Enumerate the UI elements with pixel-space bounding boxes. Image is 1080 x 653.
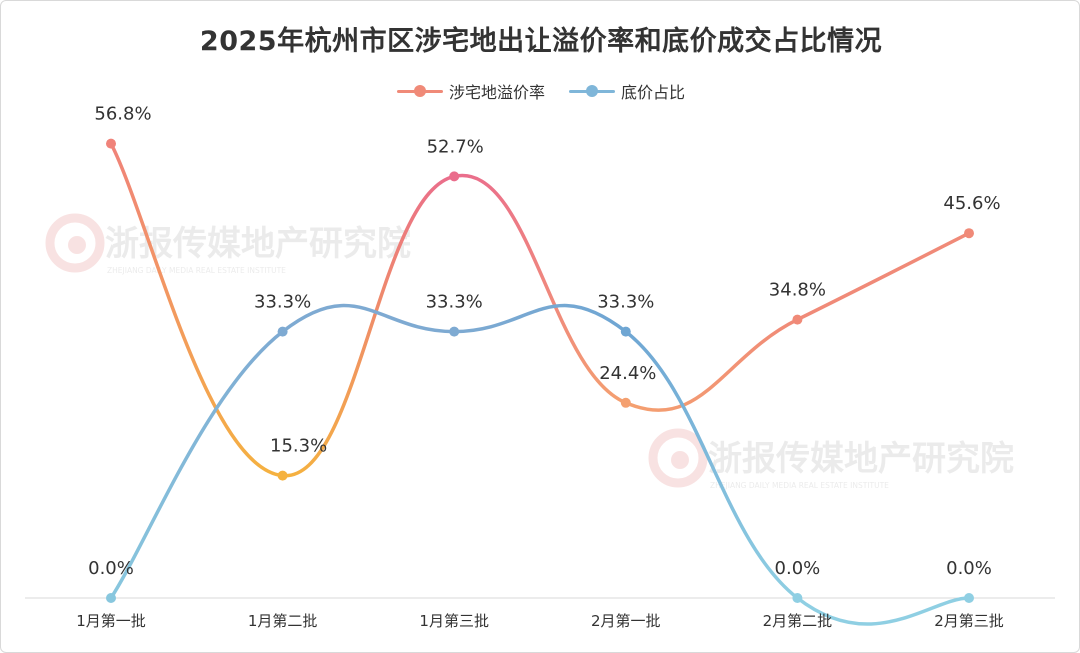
watermark-subtext: ZHEJIANG DAILY MEDIA REAL ESTATE INSTITU… xyxy=(710,481,889,490)
premium-rate-line-segment xyxy=(280,174,456,478)
premium-rate-point xyxy=(792,314,803,325)
legend-item-base-price: 底价占比 xyxy=(569,79,685,103)
base-price-share-point xyxy=(449,326,460,337)
x-tick-label: 1月第二批 xyxy=(248,612,318,630)
base-price-share-data-label: 33.3% xyxy=(254,292,311,313)
base-price-share-line-segment xyxy=(624,329,800,600)
watermark-subtext: ZHEJIANG DAILY MEDIA REAL ESTATE INSTITU… xyxy=(107,266,286,275)
premium-rate-data-label: 52.7% xyxy=(427,136,484,157)
base-price-share-line-segment xyxy=(795,596,971,626)
legend: 涉宅地溢价率 底价占比 xyxy=(1,79,1079,103)
premium-rate-data-label: 15.3% xyxy=(270,436,327,457)
legend-label-base-price: 底价占比 xyxy=(621,83,686,102)
premium-rate-line-segment xyxy=(109,141,285,478)
x-tick-label: 2月第三批 xyxy=(934,612,1004,630)
base-price-share-point xyxy=(106,593,116,603)
premium-rate-point xyxy=(620,397,631,408)
premium-rate-data-label: 24.4% xyxy=(599,363,656,384)
x-tick-label: 1月第一批 xyxy=(76,612,146,630)
base-price-share-data-label: 33.3% xyxy=(426,292,483,313)
base-price-share-data-label: 0.0% xyxy=(775,558,821,579)
x-tick-label: 1月第三批 xyxy=(419,612,489,630)
chart-title: 2025年杭州市区涉宅地出让溢价率和底价成交占比情况 xyxy=(199,26,883,57)
base-price-share-line-segment xyxy=(280,303,456,334)
legend-label-premium: 涉宅地溢价率 xyxy=(448,83,545,102)
base-price-share-line-segment xyxy=(109,329,285,600)
premium-rate-point xyxy=(449,171,460,182)
x-tick-label: 2月第二批 xyxy=(763,612,833,630)
premium-rate-point xyxy=(964,228,974,239)
premium-rate-point xyxy=(106,138,116,149)
legend-item-premium: 涉宅地溢价率 xyxy=(396,79,545,103)
premium-rate-line-segment xyxy=(624,317,800,412)
base-price-share-point xyxy=(964,593,974,603)
premium-rate-point xyxy=(277,470,288,481)
series-lines xyxy=(109,141,971,626)
base-price-share-data-label: 0.0% xyxy=(946,558,992,579)
premium-rate-line-segment xyxy=(795,231,971,322)
legend-swatch-base-price xyxy=(569,85,615,97)
premium-rate-data-label: 45.6% xyxy=(943,193,1000,214)
series-points xyxy=(106,138,974,603)
premium-rate-data-label: 56.8% xyxy=(94,104,151,125)
base-price-share-data-label: 33.3% xyxy=(597,292,654,313)
base-price-share-data-label: 0.0% xyxy=(88,558,134,579)
watermark-text: 浙报传媒地产研究院 xyxy=(708,439,1014,479)
base-price-share-point xyxy=(620,326,631,337)
x-tick-label: 2月第一批 xyxy=(591,612,661,630)
legend-swatch-premium xyxy=(396,85,443,97)
watermark: 浙报传媒地产研究院 ZHEJIANG DAILY MEDIA REAL ESTAT… xyxy=(648,428,1014,490)
base-price-share-point xyxy=(792,593,803,603)
base-price-share-point xyxy=(277,326,288,337)
base-price-share-line-segment xyxy=(452,303,628,334)
premium-rate-line-segment xyxy=(452,173,628,405)
watermark-layer: 浙报传媒地产研究院 ZHEJIANG DAILY MEDIA REAL ESTAT… xyxy=(45,213,1014,490)
x-tick-labels: 1月第一批 1月第二批 1月第三批 2月第一批 2月第二批 2月第三批 xyxy=(76,612,1004,630)
premium-rate-data-label: 34.8% xyxy=(769,280,826,301)
data-labels: 56.8% 15.3% 52.7% 24.4% 34.8% 45.6% 0.0% 33.3% 3… xyxy=(88,104,1000,579)
